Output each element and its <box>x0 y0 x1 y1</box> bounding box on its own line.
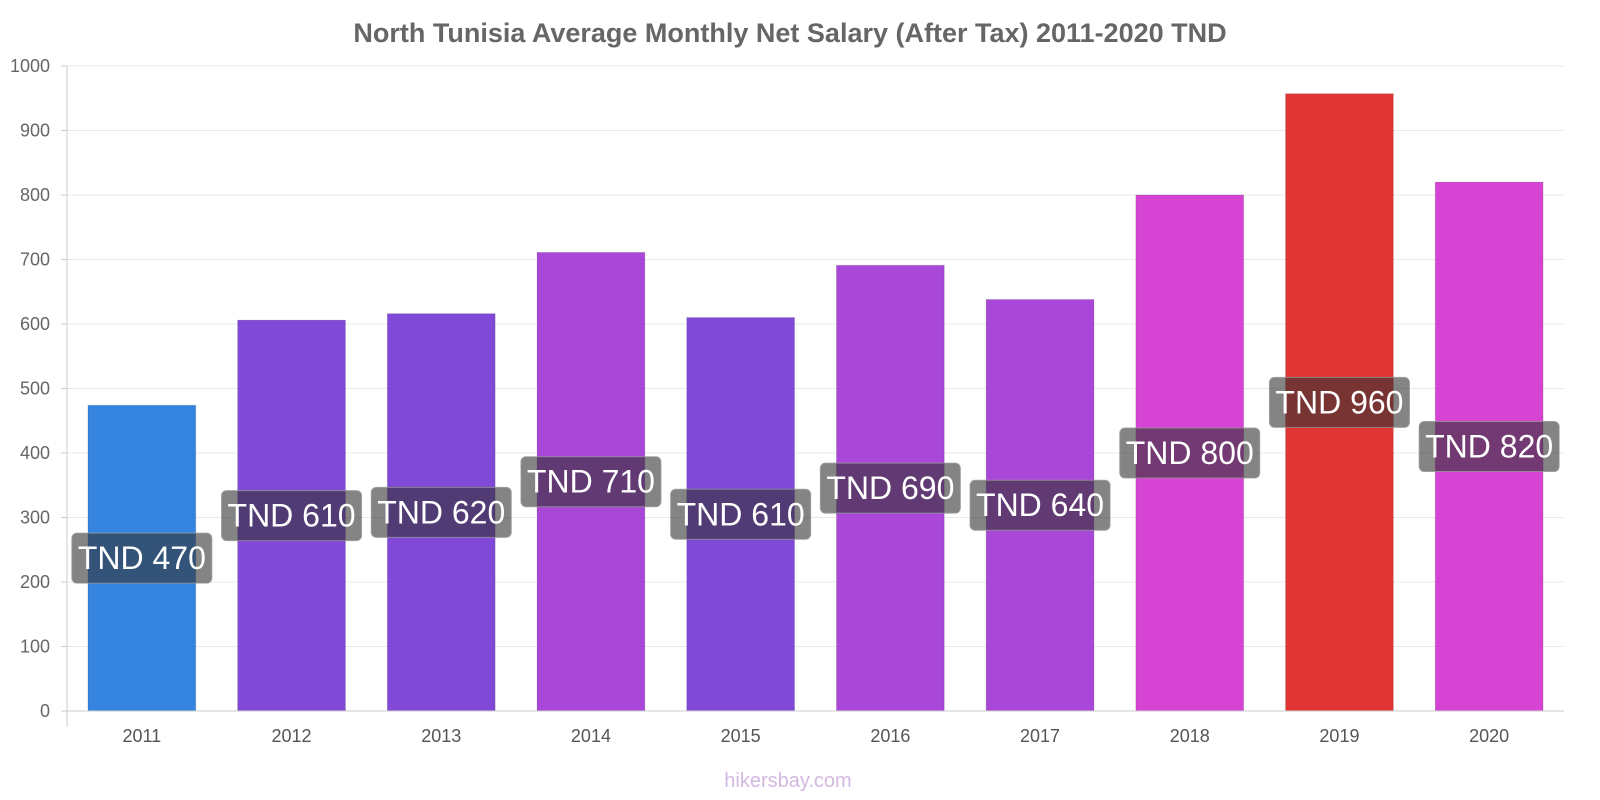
y-tick-label: 100 <box>20 637 50 657</box>
x-tick-label: 2014 <box>571 726 611 746</box>
data-label: TND 710 <box>527 464 655 500</box>
data-label: TND 620 <box>377 494 505 530</box>
y-tick-label: 500 <box>20 379 50 399</box>
data-label-box <box>370 486 512 538</box>
data-label: TND 640 <box>976 487 1104 523</box>
x-tick-label: 2012 <box>272 726 312 746</box>
x-tick-label: 2016 <box>870 726 910 746</box>
chart-title: North Tunisia Average Monthly Net Salary… <box>353 18 1226 48</box>
data-label-box <box>1119 427 1261 479</box>
data-label: TND 610 <box>228 498 356 534</box>
y-tick-label: 1000 <box>10 56 50 76</box>
y-tick-label: 0 <box>40 701 50 721</box>
data-label: TND 820 <box>1425 429 1553 465</box>
y-tick-label: 800 <box>20 185 50 205</box>
data-label: TND 960 <box>1275 384 1403 420</box>
x-tick-label: 2011 <box>122 726 161 746</box>
data-label-box <box>1268 376 1410 428</box>
data-label-box <box>71 532 213 584</box>
y-tick-label: 900 <box>20 121 50 141</box>
x-tick-label: 2020 <box>1469 726 1509 746</box>
x-tick-label: 2015 <box>721 726 761 746</box>
data-label: TND 610 <box>677 496 805 532</box>
y-tick-label: 300 <box>20 508 50 528</box>
y-tick-label: 600 <box>20 314 50 334</box>
y-tick-label: 200 <box>20 572 50 592</box>
x-tick-label: 2018 <box>1170 726 1210 746</box>
x-tick-label: 2017 <box>1020 726 1060 746</box>
data-label-box <box>969 479 1111 531</box>
data-label-box <box>819 462 961 514</box>
data-labels: TND 470 TND 610 TND 620 TND 710 TND 610 TND 6… <box>71 376 1560 584</box>
data-label-box <box>221 490 363 542</box>
x-tick-label: 2019 <box>1319 726 1359 746</box>
y-tick-label: 400 <box>20 443 50 463</box>
y-tick-label: 700 <box>20 250 50 270</box>
x-tick-label: 2013 <box>421 726 461 746</box>
data-label: TND 690 <box>826 470 954 506</box>
axes: 0 100 200 300 400 500 600 700 800 900 1000 2011 2012… <box>10 56 1564 746</box>
data-label-box <box>1418 421 1560 473</box>
source-watermark[interactable]: hikersbay.com <box>724 770 851 792</box>
data-label-box <box>520 456 662 508</box>
data-label: TND 470 <box>78 540 206 576</box>
data-label-box <box>670 488 812 540</box>
data-label: TND 800 <box>1126 435 1254 471</box>
